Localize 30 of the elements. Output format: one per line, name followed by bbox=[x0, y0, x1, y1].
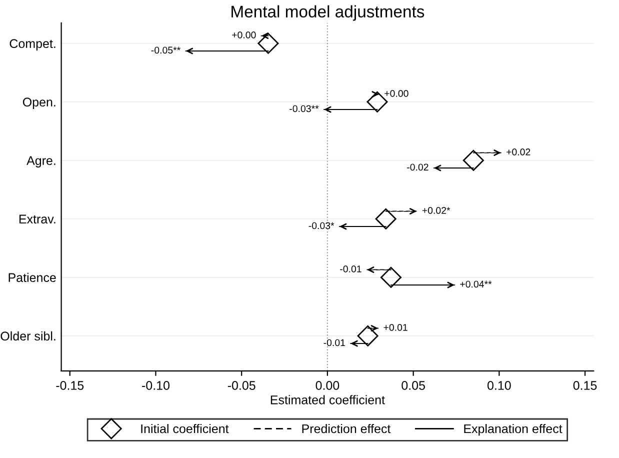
y-tick-label: Patience bbox=[8, 272, 56, 282]
x-axis-title: Estimated coefficient bbox=[270, 395, 385, 404]
x-tick-label: -0.15 bbox=[56, 381, 84, 390]
data-label: +0.02* bbox=[422, 207, 450, 214]
data-label: -0.05** bbox=[151, 46, 180, 54]
legend-label: Explanation effect bbox=[464, 424, 562, 436]
data-label: -0.01 bbox=[340, 266, 362, 272]
y-tick-label: Agre. bbox=[26, 156, 56, 168]
x-tick-label: -0.10 bbox=[142, 381, 170, 390]
legend-label: Initial coefficient bbox=[141, 424, 229, 434]
data-label: +0.00 bbox=[232, 31, 256, 38]
data-label: +0.00 bbox=[384, 90, 408, 97]
y-tick-label: Compet. bbox=[10, 39, 56, 50]
y-tick-label: Older sibl. bbox=[0, 331, 56, 341]
data-label: -0.01 bbox=[324, 339, 346, 346]
data-label: -0.03** bbox=[290, 105, 319, 112]
y-tick-label: Open. bbox=[22, 98, 56, 109]
x-tick-label: -0.05 bbox=[228, 381, 256, 390]
x-tick-label: 0.15 bbox=[573, 381, 597, 390]
data-label: +0.04** bbox=[460, 280, 492, 288]
x-tick-label: 0.00 bbox=[316, 381, 340, 390]
x-tick-label: 0.10 bbox=[488, 381, 511, 390]
data-label: +0.02 bbox=[506, 148, 530, 156]
x-tick-label: 0.05 bbox=[402, 381, 425, 390]
legend-label: Prediction effect bbox=[302, 424, 391, 434]
data-label: +0.01 bbox=[384, 324, 408, 331]
y-tick-label: Extrav. bbox=[19, 214, 56, 224]
chart-title: Mental model adjustments bbox=[232, 5, 424, 21]
data-label: -0.02 bbox=[407, 164, 428, 171]
data-label: -0.03* bbox=[308, 222, 334, 230]
